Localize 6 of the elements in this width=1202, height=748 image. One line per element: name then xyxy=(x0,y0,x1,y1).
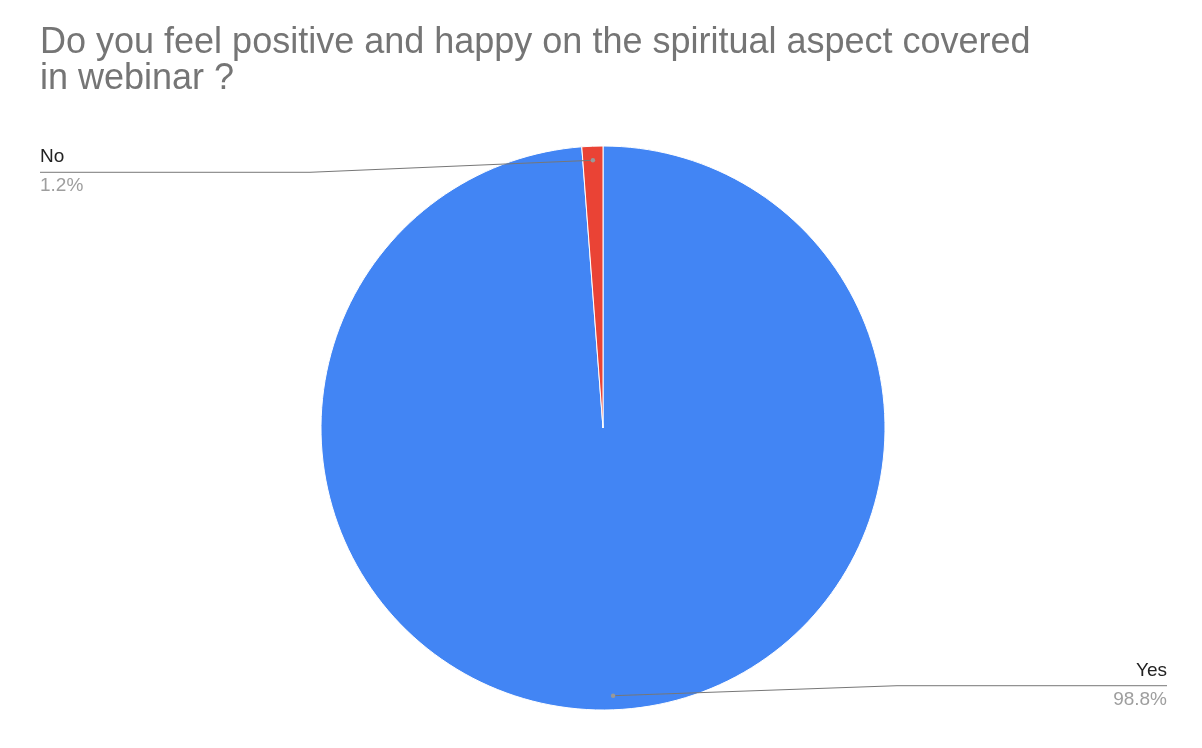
slice-label: No xyxy=(40,145,65,167)
slice-label: Yes xyxy=(1136,658,1167,680)
data-label: 98.8% xyxy=(1113,687,1168,709)
pie-slice xyxy=(320,145,886,711)
data-label: 1.2% xyxy=(40,174,84,196)
chart-title: Do you feel positive and happy on the spiritual aspect covered in webinar ? xyxy=(40,20,1031,97)
